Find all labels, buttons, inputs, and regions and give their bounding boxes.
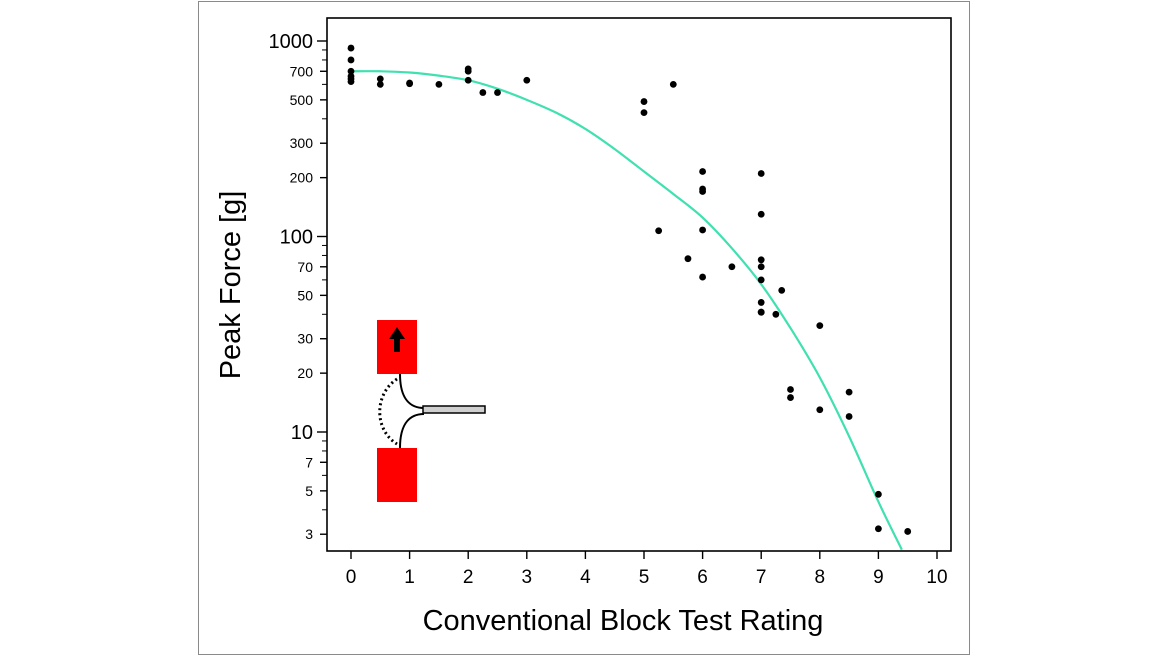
data-point (699, 226, 706, 234)
y-tick-label: 70 (297, 259, 313, 275)
x-tick-label: 2 (463, 567, 474, 588)
data-point (479, 89, 487, 96)
inset-up-arrow-icon (389, 327, 405, 352)
data-point (778, 287, 786, 294)
y-axis-title: Peak Force [g] (215, 191, 247, 380)
data-point (757, 210, 765, 218)
y-tick-label: 3 (305, 526, 313, 542)
y-tick-label: 1000 (269, 31, 314, 53)
data-point (655, 227, 663, 235)
y-tick-label: 100 (280, 227, 313, 249)
data-point (464, 76, 472, 84)
data-point (816, 322, 824, 330)
x-tick-label: 1 (404, 567, 415, 588)
data-point (347, 44, 355, 52)
y-tick-label: 10 (291, 422, 313, 444)
inset-bar (422, 405, 486, 414)
data-point (684, 255, 692, 263)
data-point (772, 310, 780, 318)
data-point (904, 528, 912, 535)
data-point (757, 170, 765, 177)
data-point (757, 256, 765, 264)
y-tick-label: 300 (290, 135, 314, 151)
plot-border (326, 17, 952, 552)
data-point (757, 276, 765, 284)
data-point (757, 263, 765, 271)
data-point (728, 263, 736, 271)
data-point (875, 525, 882, 533)
x-tick-label: 8 (815, 567, 826, 588)
y-tick-label: 7 (305, 454, 313, 470)
x-tick-label: 6 (697, 567, 708, 588)
fit-curve-layer (350, 70, 903, 551)
data-point (816, 406, 824, 414)
data-point (435, 80, 443, 88)
data-point (699, 273, 706, 281)
y-tick-label: 500 (290, 92, 314, 108)
figure-frame: 0 1 2 3 4 5 6 7 8 9 10 1000 700 500 300 200 100 70 50 30 20 1… (198, 1, 970, 655)
inset-solid-curve (399, 373, 425, 449)
y-tick-label: 50 (297, 287, 313, 303)
data-point (845, 388, 853, 396)
y-tick-label: 30 (297, 331, 313, 347)
data-point (669, 80, 677, 88)
y-tick-label: 20 (297, 365, 313, 381)
x-tick-label: 7 (756, 567, 767, 588)
data-point (347, 56, 355, 64)
data-point (757, 299, 765, 306)
inset-diagram (377, 320, 486, 502)
data-point (406, 80, 413, 88)
data-point (464, 67, 472, 75)
inset-bottom-red-block (377, 448, 417, 502)
inset-dotted-curve (378, 377, 398, 446)
scatter-chart: 0 1 2 3 4 5 6 7 8 9 10 1000 700 500 300 200 100 70 50 30 20 1… (215, 17, 952, 637)
x-tick-label: 0 (346, 567, 357, 588)
data-point (787, 386, 794, 393)
data-point (494, 89, 501, 96)
plot-area: 0 1 2 3 4 5 6 7 8 9 10 1000 700 500 300 200 100 70 50 30 20 1… (269, 17, 952, 588)
x-tick-label: 4 (580, 567, 591, 588)
x-axis-title: Conventional Block Test Rating (423, 605, 824, 637)
data-point (640, 109, 648, 117)
data-point (376, 75, 384, 83)
data-point (347, 78, 355, 85)
x-tick-label: 3 (522, 567, 533, 588)
data-point (787, 394, 794, 401)
data-point (757, 308, 765, 316)
data-point (699, 188, 706, 195)
fit-line (350, 70, 903, 551)
x-tick-label: 5 (639, 567, 650, 588)
data-point (347, 67, 355, 75)
data-point (640, 98, 648, 105)
y-tick-label: 200 (290, 170, 314, 186)
data-point (699, 168, 706, 175)
y-tick-label: 700 (290, 63, 314, 79)
data-point (845, 413, 853, 420)
data-points-layer (347, 44, 912, 535)
data-point (376, 80, 384, 88)
x-tick-label: 10 (926, 567, 947, 588)
y-tick-label: 5 (305, 483, 313, 499)
data-point (523, 76, 531, 84)
x-tick-label: 9 (873, 567, 884, 588)
data-point (875, 490, 882, 498)
